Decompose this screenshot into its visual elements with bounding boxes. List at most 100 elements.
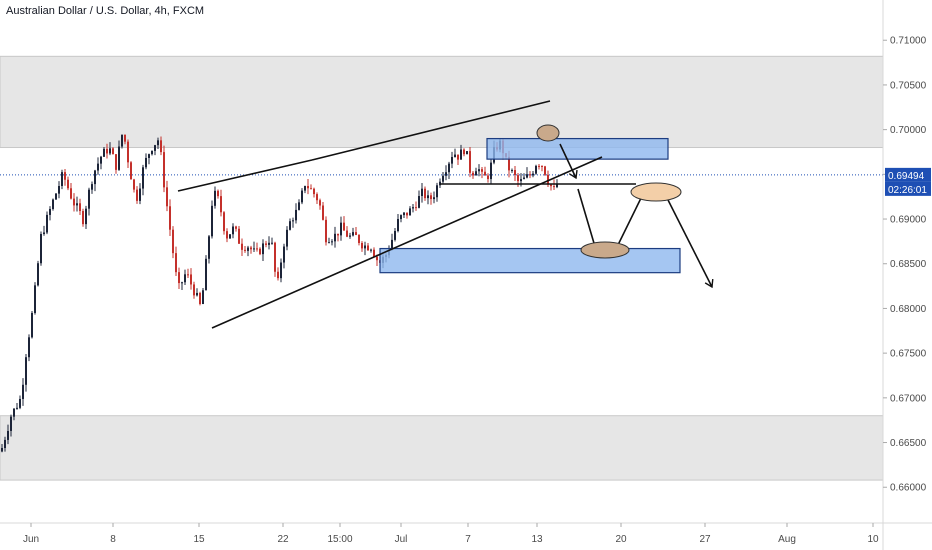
- candle-body: [223, 212, 225, 232]
- candle: [163, 145, 165, 193]
- candle-body: [535, 165, 537, 174]
- candle: [340, 216, 342, 241]
- candle-body: [13, 408, 15, 417]
- candle: [298, 199, 300, 211]
- candle: [454, 148, 456, 158]
- candle: [277, 267, 279, 281]
- candle: [322, 202, 324, 221]
- candle-body: [457, 154, 459, 160]
- candle: [223, 211, 225, 235]
- candle: [529, 171, 531, 179]
- candle-body: [220, 196, 222, 213]
- candle: [304, 185, 306, 194]
- candle-body: [70, 188, 72, 199]
- candle-body: [22, 384, 24, 399]
- candle-body: [229, 234, 231, 239]
- candle-body: [304, 186, 306, 191]
- candle: [232, 223, 234, 239]
- candle-body: [541, 165, 543, 167]
- candle: [406, 212, 408, 219]
- candle-body: [154, 145, 156, 151]
- candle-body: [445, 172, 447, 176]
- candle-body: [241, 243, 243, 250]
- candle: [88, 187, 90, 216]
- candle: [229, 234, 231, 239]
- candle-body: [106, 148, 108, 154]
- candle: [424, 186, 426, 201]
- candle: [352, 227, 354, 237]
- candle: [94, 169, 96, 192]
- candle-body: [205, 258, 207, 291]
- candle-body: [289, 221, 291, 230]
- candle: [106, 143, 108, 159]
- candle: [184, 269, 186, 286]
- candle-body: [313, 188, 315, 195]
- candle-body: [49, 208, 51, 215]
- candle: [466, 151, 468, 155]
- candle-body: [373, 249, 375, 257]
- candle-body: [265, 243, 267, 245]
- candle: [436, 182, 438, 202]
- arrow-head-4: [704, 278, 714, 289]
- candles-layer: [1, 134, 558, 453]
- candle-body: [187, 274, 189, 276]
- candle-body: [511, 170, 513, 172]
- candle: [541, 165, 543, 172]
- candle: [484, 166, 486, 176]
- candle-body: [448, 163, 450, 173]
- candle-body: [199, 292, 201, 304]
- candle-body: [202, 290, 204, 304]
- candle: [67, 176, 69, 191]
- candle-body: [7, 430, 9, 440]
- candle-body: [226, 231, 228, 239]
- candle: [448, 161, 450, 179]
- candle: [34, 282, 36, 315]
- candle-body: [478, 169, 480, 172]
- candle-body: [88, 189, 90, 209]
- candle-body: [40, 233, 42, 264]
- candle-body: [370, 249, 372, 251]
- candle-body: [481, 169, 483, 172]
- candle: [427, 190, 429, 205]
- candle-body: [235, 226, 237, 229]
- candle-body: [364, 245, 366, 249]
- candle-body: [343, 222, 345, 231]
- candle: [28, 334, 30, 362]
- candle: [280, 258, 282, 283]
- time-tick-label: Jul: [395, 534, 408, 545]
- price-axis: 0.710000.705000.700000.695000.690000.685…: [882, 0, 927, 550]
- candle: [247, 245, 249, 257]
- candle-body: [421, 188, 423, 197]
- price-tick-label: 0.67000: [890, 393, 927, 404]
- candle: [532, 171, 534, 178]
- candle-body: [178, 272, 180, 284]
- candle: [208, 235, 210, 264]
- candle: [358, 234, 360, 246]
- candle: [334, 226, 336, 248]
- time-tick-label: Aug: [778, 534, 796, 545]
- candle-body: [34, 285, 36, 313]
- target-ellipse-mid: [630, 182, 682, 202]
- candle: [286, 226, 288, 251]
- candle-body: [91, 184, 93, 190]
- candle: [211, 200, 213, 239]
- candle-body: [208, 236, 210, 259]
- candle: [55, 192, 57, 200]
- price-tick-label: 0.66500: [890, 438, 927, 449]
- candle-body: [112, 148, 114, 155]
- drawings-layer: [177, 100, 714, 329]
- chart-title: Australian Dollar / U.S. Dollar, 4h, FXC…: [6, 5, 205, 17]
- candle-body: [361, 242, 363, 249]
- candle: [178, 267, 180, 289]
- time-tick-label: 13: [531, 534, 543, 545]
- candle: [172, 226, 174, 259]
- candle-body: [277, 271, 279, 279]
- candle: [457, 154, 459, 165]
- candle: [196, 288, 198, 297]
- price-tag: 0.69494 02:26:01: [885, 167, 931, 196]
- candle: [469, 147, 471, 178]
- candle: [160, 136, 162, 156]
- candle-body: [268, 242, 270, 245]
- candle: [472, 170, 474, 179]
